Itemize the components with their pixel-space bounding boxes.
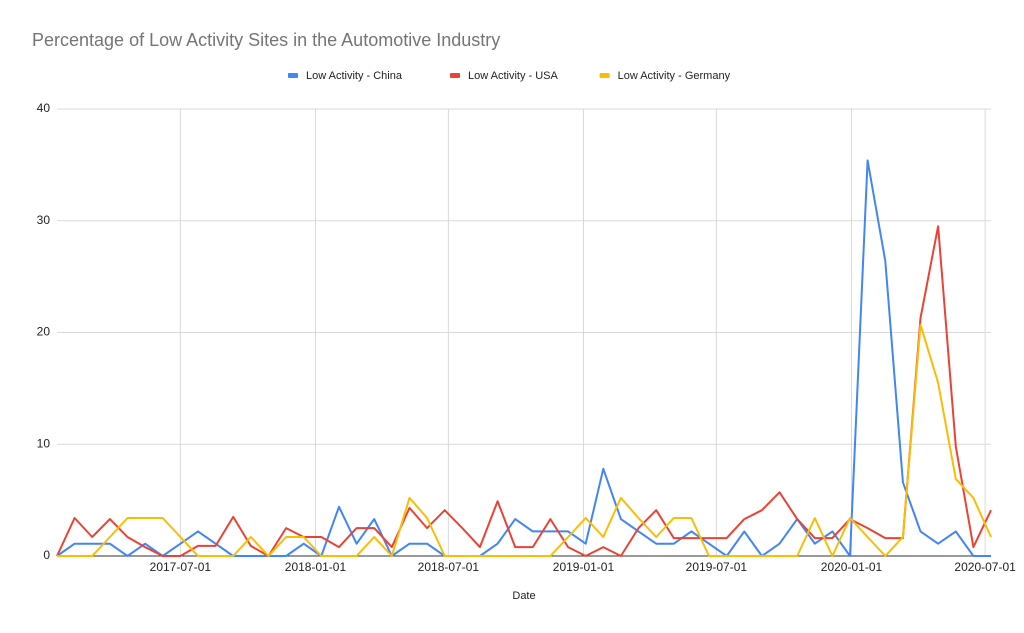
x-tick-label: 2019-07-01 bbox=[686, 560, 748, 574]
x-tick-label: 2020-01-01 bbox=[821, 560, 883, 574]
legend-label: Low Activity - USA bbox=[468, 70, 559, 82]
x-tick-label: 2018-01-01 bbox=[285, 560, 347, 574]
legend-label: Low Activity - China bbox=[306, 70, 403, 82]
chart-title: Percentage of Low Activity Sites in the … bbox=[32, 30, 500, 50]
x-tick-label: 2018-07-01 bbox=[418, 560, 480, 574]
x-axis-label: Date bbox=[512, 590, 535, 602]
x-tick-label: 2019-01-01 bbox=[553, 560, 615, 574]
legend-label: Low Activity - Germany bbox=[618, 70, 731, 82]
y-tick-label: 10 bbox=[37, 436, 51, 450]
x-tick-label: 2017-07-01 bbox=[150, 560, 212, 574]
legend-swatch bbox=[288, 73, 298, 78]
legend-swatch bbox=[450, 73, 460, 78]
series-line bbox=[57, 323, 992, 557]
legend-swatch bbox=[599, 73, 610, 78]
series-line bbox=[56, 225, 992, 557]
y-tick-label: 40 bbox=[37, 101, 51, 115]
x-tick-label: 2020-07-01 bbox=[954, 560, 1016, 574]
y-tick-label: 0 bbox=[43, 548, 50, 562]
series-line bbox=[56, 159, 991, 557]
y-tick-label: 30 bbox=[37, 213, 51, 227]
y-tick-label: 20 bbox=[37, 325, 51, 339]
